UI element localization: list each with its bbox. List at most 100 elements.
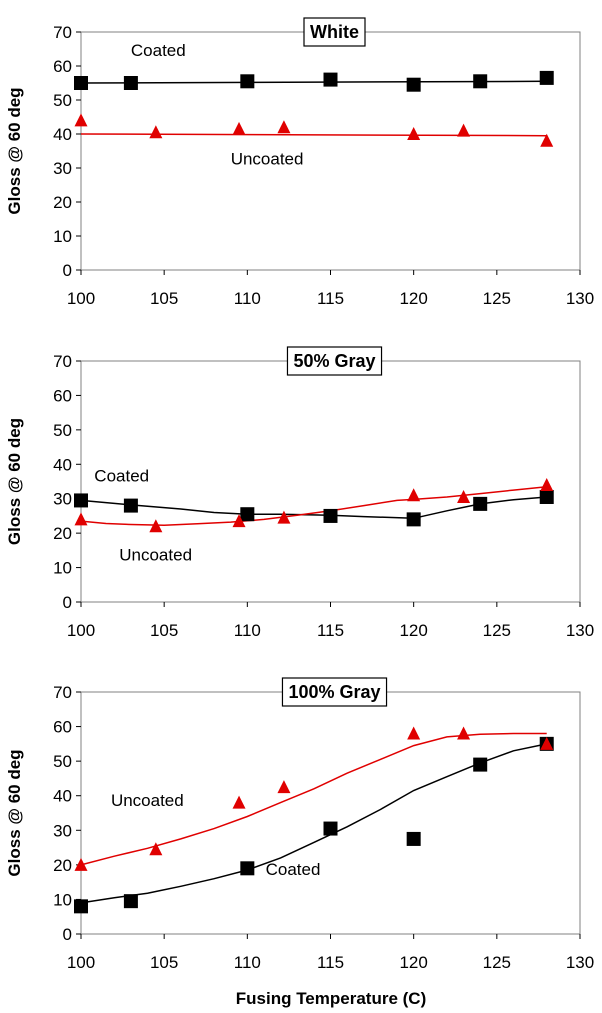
x-tick-label: 105 <box>150 289 178 308</box>
panel-title: White <box>310 22 359 42</box>
chart-panel-100-gray: 0 10 20 30 40 50 60 70 100 105 110 115 120 125 130 Glos… <box>5 677 594 972</box>
y-tick-label: 10 <box>53 227 72 246</box>
x-tick-label: 125 <box>483 953 511 972</box>
coated-data-point <box>74 899 88 914</box>
x-tick-label: 130 <box>566 621 594 640</box>
panel-title: 100% Gray <box>288 682 380 702</box>
y-tick-label: 30 <box>53 490 72 509</box>
coated-data-point <box>406 512 421 527</box>
plot-area <box>80 691 581 935</box>
y-tick-label: 70 <box>53 23 72 42</box>
series-annotation: Uncoated <box>111 791 184 810</box>
y-tick-label: 50 <box>53 91 72 110</box>
x-tick-label: 105 <box>150 953 178 972</box>
coated-trend-line <box>80 743 547 904</box>
uncoated-data-point <box>232 121 246 135</box>
chart-panel-white: 0 10 20 30 40 50 60 70 100 105 110 115 120 125 130 Glos… <box>5 17 594 308</box>
y-tick-label: 50 <box>53 421 72 440</box>
coated-data-point <box>240 74 255 89</box>
uncoated-data-point <box>149 125 163 139</box>
chart-panel-50-gray: 0 10 20 30 40 50 60 70 100 105 110 115 120 125 130 Glos… <box>5 346 594 640</box>
y-axis-label: Gloss @ 60 deg <box>5 749 24 876</box>
y-tick-label: 70 <box>53 352 72 371</box>
x-tick-label: 130 <box>566 289 594 308</box>
uncoated-data-point <box>457 123 471 137</box>
coated-data-point <box>74 76 88 90</box>
y-tick-label: 60 <box>53 57 72 76</box>
coated-data-point <box>406 77 421 92</box>
uncoated-data-point <box>149 842 163 856</box>
x-tick-label: 120 <box>399 953 427 972</box>
x-tick-label: 130 <box>566 953 594 972</box>
coated-data-point <box>240 861 255 876</box>
panel-title-box <box>303 17 366 47</box>
y-tick-label: 40 <box>53 455 72 474</box>
uncoated-data-point <box>457 489 471 503</box>
coated-data-point <box>473 496 488 511</box>
y-tick-label: 20 <box>53 856 72 875</box>
coated-data-point <box>539 489 554 504</box>
x-tick-label: 125 <box>483 621 511 640</box>
panel-title-box <box>281 677 388 707</box>
y-tick-label: 20 <box>53 193 72 212</box>
x-tick-label: 100 <box>67 289 95 308</box>
x-tick-label: 100 <box>67 621 95 640</box>
series-annotation: Coated <box>266 860 321 879</box>
uncoated-trend-line <box>80 732 547 866</box>
plot-area <box>80 31 581 271</box>
y-tick-label: 60 <box>53 718 72 737</box>
coated-data-point <box>473 74 488 89</box>
x-tick-label: 115 <box>317 289 344 308</box>
y-tick-label: 30 <box>53 821 72 840</box>
coated-data-point <box>123 894 138 909</box>
series-annotation: Uncoated <box>119 546 192 565</box>
x-tick-label: 120 <box>399 289 427 308</box>
uncoated-data-point <box>74 113 88 127</box>
uncoated-data-point <box>407 488 421 502</box>
y-tick-label: 50 <box>53 752 72 771</box>
y-tick-label: 60 <box>53 386 72 405</box>
y-tick-label: 40 <box>53 787 72 806</box>
uncoated-data-point <box>407 127 421 140</box>
x-tick-label: 120 <box>399 621 427 640</box>
uncoated-data-point <box>74 857 88 871</box>
y-tick-label: 0 <box>63 593 72 612</box>
uncoated-data-point <box>277 780 291 794</box>
y-tick-label: 10 <box>53 890 72 909</box>
panel-title: 50% Gray <box>293 351 375 371</box>
coated-data-point <box>323 821 338 836</box>
y-axis-label: Gloss @ 60 deg <box>5 418 24 545</box>
y-tick-label: 40 <box>53 125 72 144</box>
series-annotation: Coated <box>131 41 186 60</box>
x-tick-label: 115 <box>317 621 344 640</box>
coated-data-point <box>74 493 88 508</box>
coated-data-point <box>323 72 338 87</box>
series-annotation: Uncoated <box>231 150 304 169</box>
uncoated-data-point <box>232 795 246 809</box>
coated-data-point <box>539 70 554 85</box>
y-tick-label: 0 <box>63 925 72 944</box>
y-tick-label: 0 <box>63 261 72 280</box>
coated-data-point <box>406 831 421 846</box>
panel-title-box <box>286 346 383 376</box>
uncoated-data-point <box>277 120 291 134</box>
uncoated-data-point <box>540 736 554 750</box>
uncoated-data-point <box>74 512 88 526</box>
x-tick-label: 105 <box>150 621 178 640</box>
uncoated-data-point <box>232 514 246 528</box>
series-annotation: Coated <box>94 467 149 486</box>
y-tick-label: 10 <box>53 559 72 578</box>
uncoated-data-point <box>540 133 554 147</box>
x-axis-label: Fusing Temperature (C) <box>236 989 426 1008</box>
x-tick-label: 110 <box>234 621 261 640</box>
y-tick-label: 20 <box>53 524 72 543</box>
coated-data-point <box>123 76 138 90</box>
uncoated-data-point <box>407 726 421 740</box>
coated-data-point <box>473 757 488 772</box>
x-tick-label: 110 <box>234 953 261 972</box>
x-tick-label: 100 <box>67 953 95 972</box>
uncoated-data-point <box>149 519 163 533</box>
coated-data-point <box>323 508 338 523</box>
y-tick-label: 70 <box>53 683 72 702</box>
